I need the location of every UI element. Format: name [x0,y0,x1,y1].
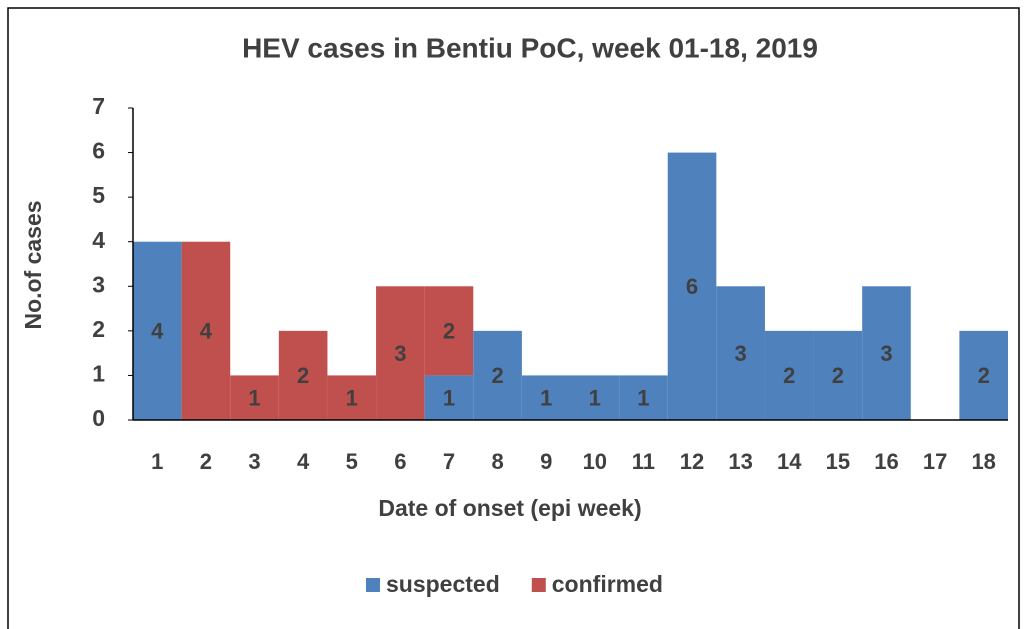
x-tick-label: 13 [728,449,752,474]
data-label: 2 [443,319,455,344]
bar-segment [764,330,814,420]
x-tick-label: 5 [346,449,358,474]
bar-segment [813,330,863,420]
bar-segment [619,375,668,420]
data-label: 3 [735,341,747,366]
bar-segment [424,375,474,420]
data-label: 1 [637,386,649,411]
x-tick-label: 9 [540,449,552,474]
data-label: 3 [880,341,892,366]
x-tick-label: 4 [297,449,310,474]
x-tick-label: 18 [971,449,995,474]
bar-segment [278,330,328,420]
y-tick-label: 3 [92,271,105,297]
data-label: 3 [394,341,406,366]
data-label: 1 [346,386,358,411]
bar-segment [424,286,474,376]
x-axis-title: Date of onset (epi week) [378,495,641,521]
y-tick-label: 6 [92,138,105,164]
chart-frame [7,7,1020,629]
data-label: 1 [589,386,601,411]
data-label: 2 [783,363,795,388]
bar-segment [521,375,571,420]
data-label: 4 [200,319,213,344]
y-tick-label: 2 [92,316,105,342]
x-tick-label: 6 [394,449,406,474]
x-tick-label: 2 [200,449,212,474]
x-tick-label: 12 [680,449,704,474]
y-tick-label: 1 [92,361,105,387]
x-tick-label: 7 [443,449,455,474]
legend-label: confirmed [552,571,663,597]
x-tick-label: 14 [777,449,802,474]
x-tick-label: 8 [491,449,503,474]
data-label: 4 [151,319,164,344]
legend-swatch [531,578,546,592]
bar-segment [959,330,1008,420]
x-tick-label: 3 [248,449,260,474]
data-label: 2 [491,363,503,388]
bar-segment [570,375,620,420]
y-tick-label: 0 [92,405,105,431]
data-label: 1 [443,386,455,411]
data-label: 2 [978,363,990,388]
chart-title: HEV cases in Bentiu PoC, week 01-18, 201… [242,32,818,63]
data-label: 6 [686,274,698,299]
bar-segment [133,241,182,420]
x-tick-label: 10 [583,449,607,474]
data-label: 2 [297,363,309,388]
bar-segment [376,286,425,420]
y-axis-title: No.of cases [20,200,46,329]
bar-segment [862,286,911,420]
data-label: 2 [832,363,844,388]
y-tick-label: 5 [92,182,105,208]
x-tick-label: 16 [874,449,898,474]
x-tick-label: 1 [151,449,163,474]
bar-segment [181,241,231,420]
bar-segment [667,152,717,421]
x-tick-label: 15 [826,449,850,474]
y-tick-label: 7 [92,93,105,119]
bar-segment [473,330,522,420]
bar-segment [230,375,279,420]
y-tick-label: 4 [92,227,105,253]
legend-swatch [366,578,380,592]
data-label: 1 [540,386,552,411]
bar-segment [716,286,765,420]
x-tick-label: 17 [923,449,947,474]
bar-segment [327,375,377,420]
data-label: 1 [248,386,260,411]
x-tick-label: 11 [632,449,655,474]
legend-label: suspected [386,571,500,597]
